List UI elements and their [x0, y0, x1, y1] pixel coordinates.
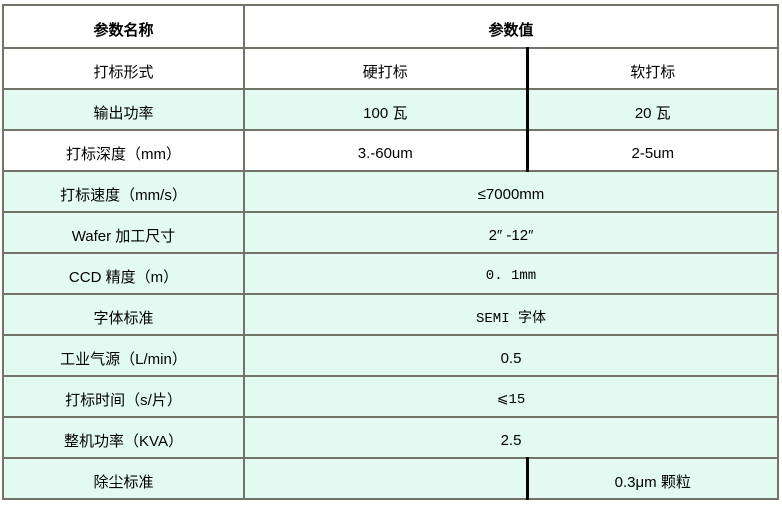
value-cell-merged: 2″ -12″ [242, 211, 780, 254]
table-row: 打标形式 硬打标 软打标 [2, 47, 780, 90]
value-cell-merged: SEMI 字体 [242, 293, 780, 336]
param-label-cell: 打标时间（s/片） [2, 375, 245, 418]
value-cell-merged: ⩽15 [242, 375, 780, 418]
value-cell-left [243, 457, 528, 500]
value-cell-right: 2-5um [525, 129, 780, 172]
value-cell-right: 20 瓦 [525, 88, 780, 131]
value-cell-merged: 2.5 [242, 416, 780, 459]
param-label-cell: 工业气源（L/min） [2, 334, 245, 377]
table-row: 输出功率 100 瓦 20 瓦 [2, 88, 780, 131]
header-row: 参数名称 参数值 [2, 4, 780, 49]
param-label-cell: 字体标准 [2, 293, 245, 336]
param-label-cell: CCD 精度（m） [2, 252, 245, 295]
header-name-cell: 参数名称 [2, 4, 245, 49]
table-row: CCD 精度（m） 0. 1mm [2, 252, 780, 295]
table-row: 除尘标准 0.3μm 颗粒 [2, 457, 780, 500]
value-cell-merged: 0.5 [242, 334, 780, 377]
value-cell-left: 硬打标 [243, 47, 528, 90]
param-label-cell: 打标形式 [2, 47, 245, 90]
table-row: 整机功率（KVA） 2.5 [2, 416, 780, 459]
param-label-cell: Wafer 加工尺寸 [2, 211, 245, 254]
header-value-cell: 参数值 [242, 4, 780, 49]
param-label-cell: 整机功率（KVA） [2, 416, 245, 459]
document-page: 参数名称 参数值 打标形式 硬打标 软打标 输出功率 100 瓦 20 瓦 打标… [0, 4, 782, 513]
table-row: 打标时间（s/片） ⩽15 [2, 375, 780, 418]
table-row: 字体标准 SEMI 字体 [2, 293, 780, 336]
table-row: 打标速度（mm/s） ≤7000mm [2, 170, 780, 213]
param-label-cell: 除尘标准 [2, 457, 245, 500]
value-cell-merged: 0. 1mm [242, 252, 780, 295]
param-label-cell: 输出功率 [2, 88, 245, 131]
value-cell-left: 3.-60um [243, 129, 528, 172]
table-row: 打标深度（mm） 3.-60um 2-5um [2, 129, 780, 172]
value-cell-left: 100 瓦 [243, 88, 528, 131]
value-cell-right: 0.3μm 颗粒 [525, 457, 780, 500]
value-cell-right: 软打标 [525, 47, 780, 90]
parameter-table: 参数名称 参数值 打标形式 硬打标 软打标 输出功率 100 瓦 20 瓦 打标… [2, 4, 780, 500]
table-row: Wafer 加工尺寸 2″ -12″ [2, 211, 780, 254]
param-label-cell: 打标速度（mm/s） [2, 170, 245, 213]
table-row: 工业气源（L/min） 0.5 [2, 334, 780, 377]
value-cell-merged: ≤7000mm [242, 170, 780, 213]
param-label-cell: 打标深度（mm） [2, 129, 245, 172]
